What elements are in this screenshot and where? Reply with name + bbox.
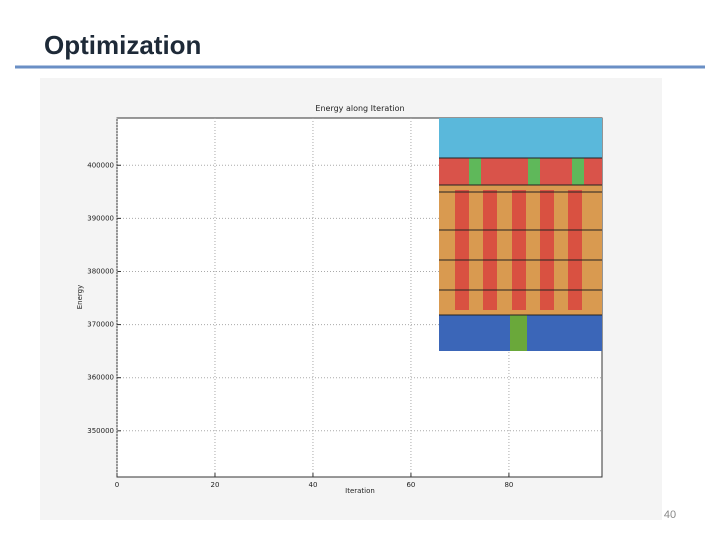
facade-window — [469, 158, 481, 185]
page-number: 40 — [664, 509, 676, 521]
y-tick-label: 400000 — [87, 161, 114, 169]
y-axis-label: Energy — [76, 285, 84, 310]
x-tick-label: 20 — [211, 481, 220, 489]
y-tick-label: 360000 — [87, 374, 114, 382]
facade-window-column — [455, 190, 469, 310]
y-tick-label: 380000 — [87, 267, 114, 275]
facade-window — [528, 158, 540, 185]
facade-window-column — [512, 190, 526, 310]
facade-image — [439, 118, 602, 351]
facade-window-column — [483, 190, 497, 310]
x-tick-label: 40 — [308, 481, 317, 489]
y-tick-label: 390000 — [87, 214, 114, 222]
y-tick-label: 370000 — [87, 321, 114, 329]
facade-door — [510, 315, 527, 351]
x-tick-label: 60 — [406, 481, 415, 489]
facade-sky — [439, 118, 602, 158]
x-tick-label: 0 — [115, 481, 119, 489]
facade-window — [572, 158, 584, 185]
y-tick-label: 350000 — [87, 427, 114, 435]
chart-title: Energy along Iteration — [315, 104, 404, 113]
slide-title: Optimization — [44, 30, 201, 60]
facade-window-column — [540, 190, 554, 310]
x-tick-label: 80 — [504, 481, 513, 489]
facade-window-column — [568, 190, 582, 310]
x-axis-label: Iteration — [345, 487, 375, 495]
